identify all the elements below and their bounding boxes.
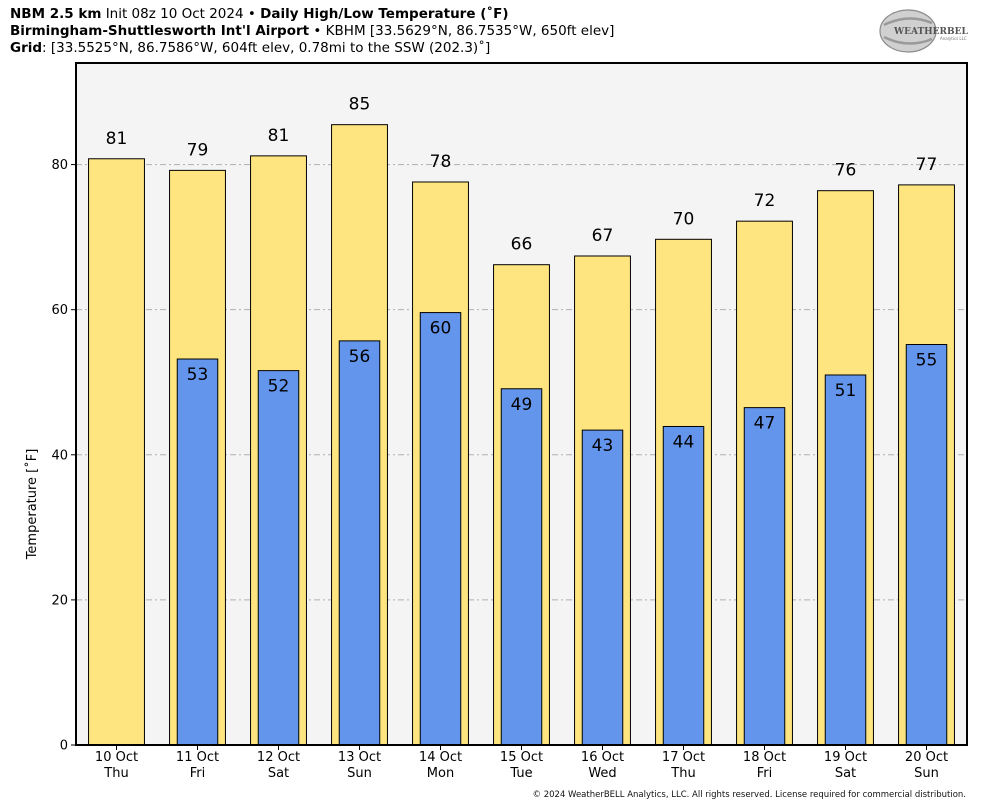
low-temp-label: 60 — [430, 319, 452, 339]
high-temp-bar — [88, 158, 145, 746]
bullet-separator: • — [247, 6, 256, 22]
x-tick-label-date: 18 Oct — [743, 750, 786, 765]
low-temp-bar — [176, 358, 219, 746]
high-temp-label: 78 — [430, 152, 452, 172]
low-temp-bar — [257, 370, 300, 746]
y-axis-title: Temperature [˚F] — [24, 449, 40, 561]
model-name: NBM 2.5 km — [10, 6, 102, 22]
init-time: Init 08z 10 Oct 2024 — [105, 6, 244, 22]
grid-info: : [33.5525°N, 86.7586°W, 604ft elev, 0.7… — [42, 40, 491, 56]
x-tick-label-date: 11 Oct — [176, 750, 219, 765]
low-temp-bar — [824, 374, 867, 746]
x-tick-label-day: Fri — [190, 766, 206, 781]
high-temp-label: 67 — [592, 226, 614, 246]
x-tick-label-date: 15 Oct — [500, 750, 543, 765]
x-tick-label-day: Thu — [670, 766, 695, 781]
header-line-1: NBM 2.5 km Init 08z 10 Oct 2024 • Daily … — [10, 6, 614, 23]
y-tick-label: 40 — [51, 448, 68, 463]
x-tick-label-day: Sun — [347, 766, 372, 781]
low-temp-label: 53 — [187, 365, 209, 385]
high-temp-label: 66 — [511, 235, 533, 255]
x-tick-label-day: Fri — [757, 766, 773, 781]
data-labels: 81 79 53 81 52 85 56 78 60 66 49 67 43 70 44 72 47 76 51 77… — [106, 95, 938, 456]
x-tick-label-date: 12 Oct — [257, 750, 300, 765]
x-tick-label-date: 20 Oct — [905, 750, 948, 765]
high-temp-label: 81 — [106, 129, 128, 149]
high-temp-label: 76 — [835, 161, 857, 181]
logo-text: WEATHERBELL — [893, 27, 968, 37]
product-title: Daily High/Low Temperature (˚F) — [260, 6, 509, 22]
low-temp-label: 44 — [673, 432, 695, 452]
y-tick-label: 0 — [60, 739, 68, 754]
header-line-2: Birmingham-Shuttlesworth Int'l Airport •… — [10, 23, 614, 40]
low-temp-bar — [419, 312, 462, 746]
x-tick-label-day: Sat — [268, 766, 289, 781]
station-info: KBHM [33.5629°N, 86.7535°W, 650ft elev] — [325, 23, 615, 39]
bars — [88, 124, 955, 746]
x-tick-label-day: Sat — [835, 766, 856, 781]
grid-label: Grid — [10, 40, 43, 56]
low-temp-label: 55 — [916, 351, 938, 371]
low-temp-bar — [338, 340, 381, 746]
high-temp-label: 79 — [187, 140, 209, 160]
x-tick-label-date: 16 Oct — [581, 750, 624, 765]
x-tick-label-date: 14 Oct — [419, 750, 462, 765]
x-tick-label-date: 19 Oct — [824, 750, 867, 765]
low-temp-label: 51 — [835, 381, 857, 401]
x-tick-label-date: 17 Oct — [662, 750, 705, 765]
header-line-3: Grid: [33.5525°N, 86.7586°W, 604ft elev,… — [10, 40, 614, 57]
x-tick-label-day: Sun — [914, 766, 939, 781]
y-tick-label: 80 — [51, 158, 68, 173]
copyright-footer: © 2024 WeatherBELL Analytics, LLC. All r… — [532, 790, 966, 800]
x-tick-label-day: Thu — [103, 766, 128, 781]
x-tick-label-day: Mon — [427, 766, 454, 781]
x-tick-label-day: Tue — [509, 766, 532, 781]
high-temp-label: 77 — [916, 155, 938, 175]
weatherbell-logo: WEATHERBELL Analytics LLC — [878, 8, 975, 54]
bullet-separator: • — [313, 23, 322, 39]
chart-header: NBM 2.5 km Init 08z 10 Oct 2024 • Daily … — [10, 6, 614, 57]
low-temp-label: 43 — [592, 436, 614, 456]
x-tick-label-day: Wed — [588, 766, 616, 781]
high-temp-label: 70 — [673, 209, 695, 229]
high-temp-label: 85 — [349, 95, 371, 115]
low-temp-bar — [662, 425, 705, 746]
low-temp-label: 47 — [754, 414, 776, 434]
high-temp-label: 72 — [754, 191, 776, 211]
low-temp-bar — [500, 388, 543, 746]
high-temp-label: 81 — [268, 126, 290, 146]
station-name: Birmingham-Shuttlesworth Int'l Airport — [10, 23, 310, 39]
x-tick-label-date: 13 Oct — [338, 750, 381, 765]
y-tick-label: 60 — [51, 303, 68, 318]
low-temp-label: 49 — [511, 395, 533, 415]
logo-subtext: Analytics LLC — [940, 36, 967, 41]
low-temp-bar — [905, 344, 948, 746]
low-temp-label: 56 — [349, 347, 371, 367]
low-temp-bar — [581, 429, 624, 746]
y-tick-label: 20 — [51, 593, 68, 608]
low-temp-label: 52 — [268, 377, 290, 397]
low-temp-bar — [743, 407, 786, 746]
x-tick-label-date: 10 Oct — [95, 750, 138, 765]
weatherbell-logo-mark: WEATHERBELL Analytics LLC — [879, 9, 975, 53]
